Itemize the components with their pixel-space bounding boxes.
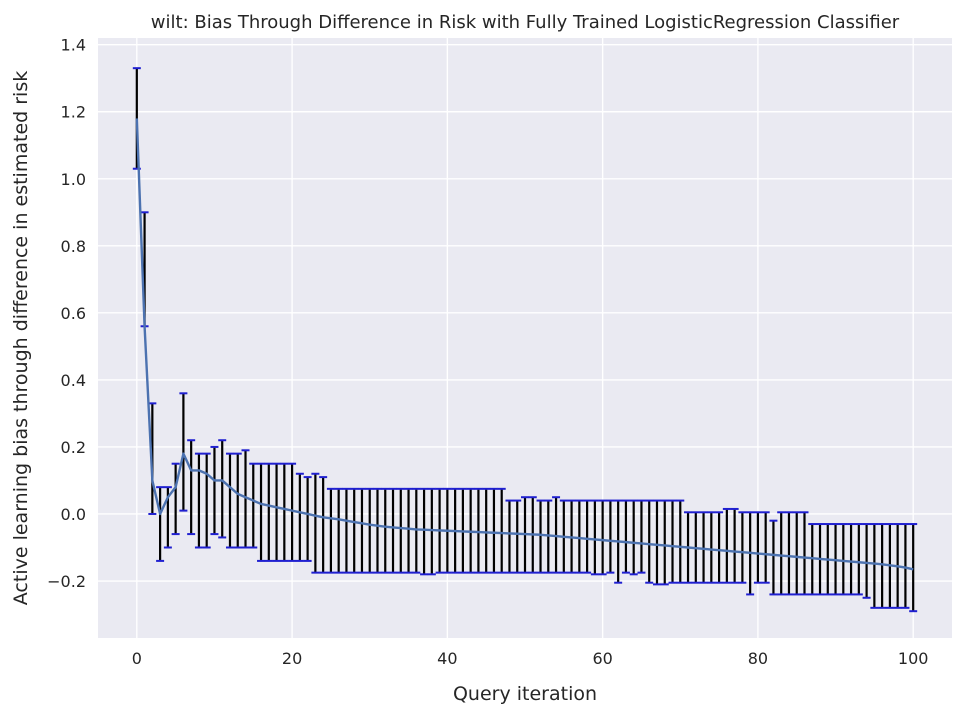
error-bar [319, 476, 328, 574]
y-tick-label: 1.4 [61, 36, 86, 55]
error-bar [668, 499, 677, 584]
error-bar [800, 511, 809, 596]
error-bar [909, 523, 918, 613]
error-bar [621, 499, 630, 574]
error-bar [583, 499, 592, 574]
error-bar [769, 519, 778, 596]
error-bar [870, 523, 879, 609]
error-bar [730, 507, 739, 584]
error-bar [427, 487, 436, 576]
error-bar [210, 445, 219, 536]
y-tick-label: 1.2 [61, 103, 86, 122]
error-bar [156, 486, 165, 562]
error-bar [326, 487, 335, 574]
error-bar [715, 511, 724, 584]
error-bar [280, 462, 289, 562]
x-tick-label: 40 [437, 649, 457, 668]
error-bar [497, 487, 506, 574]
error-bar [707, 511, 716, 584]
error-bar [218, 439, 227, 539]
error-bar [606, 499, 615, 574]
error-bar [513, 499, 522, 574]
error-bar [590, 499, 599, 576]
error-bar [202, 452, 211, 549]
error-bar [738, 511, 747, 584]
error-bar [404, 487, 413, 574]
error-bar [241, 449, 250, 549]
x-axis-title: Query iteration [453, 683, 597, 705]
error-bar [792, 511, 801, 596]
error-bar [249, 462, 258, 549]
error-bar [699, 511, 708, 584]
error-bar [187, 439, 196, 536]
error-bar [412, 487, 421, 574]
error-bar [303, 476, 312, 562]
y-tick-label: −0.2 [47, 572, 86, 591]
error-bar [854, 523, 863, 596]
x-tick-label: 0 [132, 649, 142, 668]
error-bar [839, 523, 848, 596]
error-bar [761, 511, 770, 584]
error-bar [777, 511, 786, 596]
error-bar [847, 523, 856, 596]
error-bar [474, 487, 483, 574]
y-tick-label: 0.6 [61, 304, 86, 323]
error-bar [753, 511, 762, 584]
error-bar [722, 507, 731, 584]
error-bar [334, 487, 343, 574]
error-bar [357, 487, 366, 574]
error-bar [505, 499, 514, 574]
error-bar [862, 523, 871, 599]
error-bar [598, 499, 607, 576]
error-bar [373, 487, 382, 574]
tick-labels: 0 20 40 60 80 100 −0.2 0.0 0.2 0.4 0.6 0.8 1.0 1.2 1.4 [47, 36, 928, 668]
y-tick-label: 0.2 [61, 438, 86, 457]
error-bar [660, 499, 669, 586]
y-tick-label: 0.4 [61, 371, 86, 390]
error-bar [233, 452, 242, 549]
error-bar [784, 511, 793, 596]
error-bar [295, 472, 304, 562]
error-bar [645, 499, 654, 584]
error-bar [637, 499, 646, 574]
error-bar [652, 499, 661, 586]
error-bar [420, 487, 429, 576]
error-bar [482, 487, 491, 574]
error-bar [381, 487, 390, 574]
y-axis-title: Active learning bias through difference … [10, 71, 32, 605]
error-bar [257, 462, 266, 562]
error-bar [536, 499, 545, 574]
series-line [135, 118, 914, 571]
x-tick-label: 60 [592, 649, 612, 668]
error-bar [365, 487, 374, 574]
error-bar [179, 392, 188, 512]
error-bar [389, 487, 398, 574]
x-tick-label: 80 [748, 649, 768, 668]
error-bar [629, 499, 638, 576]
error-bar [264, 462, 273, 562]
chart-title: wilt: Bias Through Difference in Risk wi… [151, 12, 900, 33]
error-bar [878, 523, 887, 609]
error-bar [489, 487, 498, 574]
y-tick-label: 0.0 [61, 505, 86, 524]
error-bar [272, 462, 281, 562]
error-bar [311, 472, 320, 574]
y-tick-label: 1.0 [61, 170, 86, 189]
x-tick-label: 20 [282, 649, 302, 668]
error-bar [901, 523, 910, 609]
y-tick-label: 0.8 [61, 237, 86, 256]
error-bar [396, 487, 405, 574]
error-bar [575, 499, 584, 574]
error-bar [171, 462, 180, 536]
series-line-layer [135, 118, 914, 571]
error-bar [225, 452, 234, 549]
x-tick-label: 100 [898, 649, 929, 668]
error-bar [288, 462, 297, 562]
error-bar [676, 499, 685, 584]
error-bar [342, 487, 351, 574]
error-bar [350, 487, 359, 574]
